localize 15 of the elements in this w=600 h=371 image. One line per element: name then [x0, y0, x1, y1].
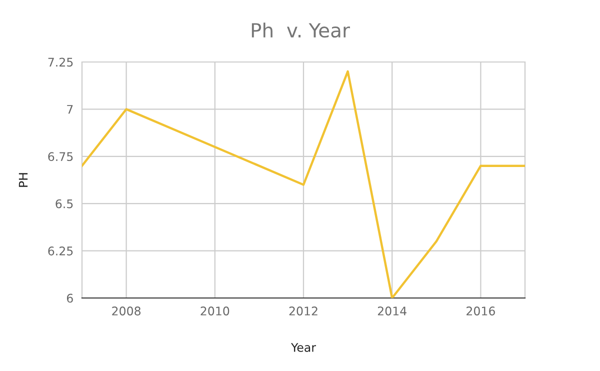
x-tick-label: 2010	[200, 306, 230, 316]
x-tick-label: 2014	[378, 306, 406, 316]
x-tick-label: 2012	[289, 306, 318, 316]
line-series	[82, 70, 525, 298]
y-axis-title: PH	[18, 173, 28, 187]
y-tick-label: 6	[66, 294, 73, 303]
y-tick-label: 6.25	[48, 246, 73, 256]
x-tick-label: 2016	[466, 306, 495, 316]
x-tick-label: 2008	[112, 306, 141, 316]
y-tick-label: 6.5	[56, 199, 73, 208]
chart-title: Ph v. Year	[252, 22, 350, 38]
y-tick-label: 7.25	[48, 58, 73, 67]
x-axis-title: Year	[290, 343, 316, 352]
y-tick-label: 6.75	[48, 152, 73, 162]
y-tick-label: 7	[67, 105, 73, 114]
